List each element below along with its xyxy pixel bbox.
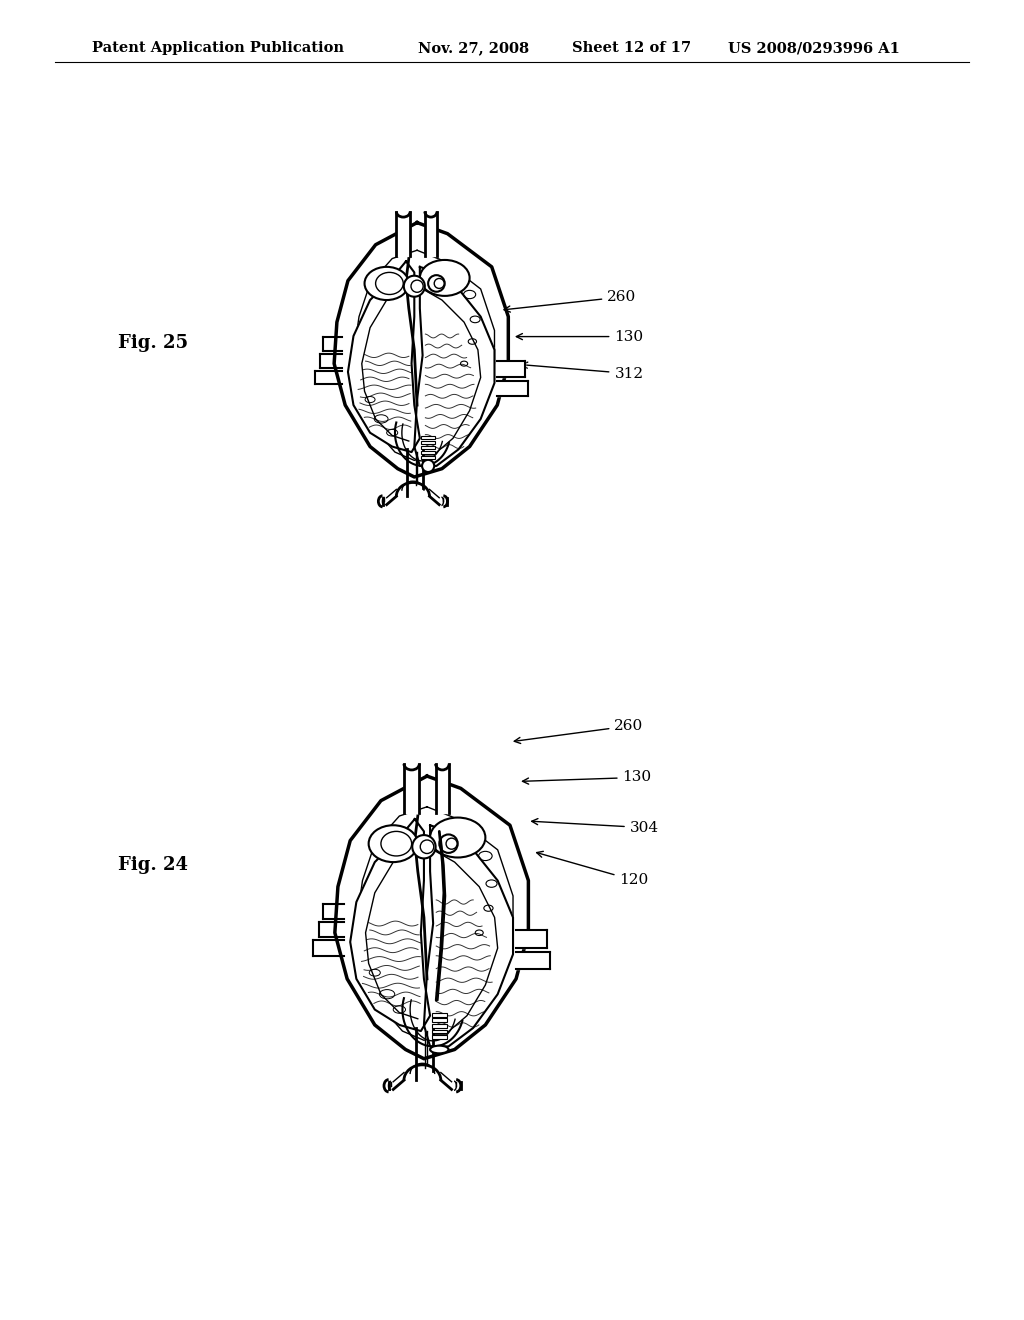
FancyBboxPatch shape bbox=[432, 1024, 446, 1028]
Polygon shape bbox=[350, 820, 430, 1031]
Text: Nov. 27, 2008: Nov. 27, 2008 bbox=[418, 41, 529, 55]
Text: Sheet 12 of 17: Sheet 12 of 17 bbox=[572, 41, 691, 55]
Circle shape bbox=[446, 838, 457, 849]
Polygon shape bbox=[516, 931, 547, 948]
FancyBboxPatch shape bbox=[421, 455, 435, 459]
Ellipse shape bbox=[369, 825, 418, 862]
Text: 120: 120 bbox=[537, 851, 649, 887]
FancyBboxPatch shape bbox=[432, 1030, 446, 1034]
Text: 260: 260 bbox=[504, 290, 637, 312]
Text: Patent Application Publication: Patent Application Publication bbox=[92, 41, 344, 55]
Text: 304: 304 bbox=[531, 818, 658, 834]
Text: 260: 260 bbox=[514, 719, 644, 743]
Text: 130: 130 bbox=[516, 330, 643, 343]
Polygon shape bbox=[516, 952, 550, 969]
Circle shape bbox=[420, 840, 434, 854]
Circle shape bbox=[439, 834, 458, 853]
Polygon shape bbox=[356, 807, 513, 1040]
Polygon shape bbox=[425, 211, 437, 256]
FancyBboxPatch shape bbox=[432, 1012, 446, 1016]
Ellipse shape bbox=[430, 1045, 449, 1053]
Polygon shape bbox=[435, 764, 450, 813]
Polygon shape bbox=[403, 764, 420, 813]
Polygon shape bbox=[348, 261, 420, 451]
Circle shape bbox=[403, 276, 425, 297]
Ellipse shape bbox=[365, 267, 409, 300]
Text: Fig. 25: Fig. 25 bbox=[118, 334, 187, 352]
Circle shape bbox=[434, 279, 444, 289]
FancyBboxPatch shape bbox=[421, 441, 435, 444]
Text: 312: 312 bbox=[521, 362, 643, 380]
Polygon shape bbox=[424, 825, 513, 1047]
FancyBboxPatch shape bbox=[432, 1019, 446, 1022]
Polygon shape bbox=[498, 362, 525, 378]
Circle shape bbox=[413, 836, 435, 858]
Ellipse shape bbox=[430, 817, 485, 858]
Polygon shape bbox=[396, 211, 411, 256]
FancyBboxPatch shape bbox=[421, 446, 435, 449]
Polygon shape bbox=[335, 776, 528, 1059]
Circle shape bbox=[422, 459, 434, 473]
FancyBboxPatch shape bbox=[421, 450, 435, 454]
Circle shape bbox=[411, 280, 423, 292]
Text: Fig. 24: Fig. 24 bbox=[118, 855, 187, 874]
Text: US 2008/0293996 A1: US 2008/0293996 A1 bbox=[728, 41, 900, 55]
Ellipse shape bbox=[420, 260, 470, 296]
Circle shape bbox=[428, 275, 444, 292]
Text: 130: 130 bbox=[522, 771, 651, 784]
Polygon shape bbox=[353, 251, 495, 461]
Polygon shape bbox=[498, 380, 527, 396]
Polygon shape bbox=[415, 267, 495, 466]
FancyBboxPatch shape bbox=[432, 1035, 446, 1039]
Polygon shape bbox=[334, 223, 508, 477]
FancyBboxPatch shape bbox=[421, 436, 435, 440]
